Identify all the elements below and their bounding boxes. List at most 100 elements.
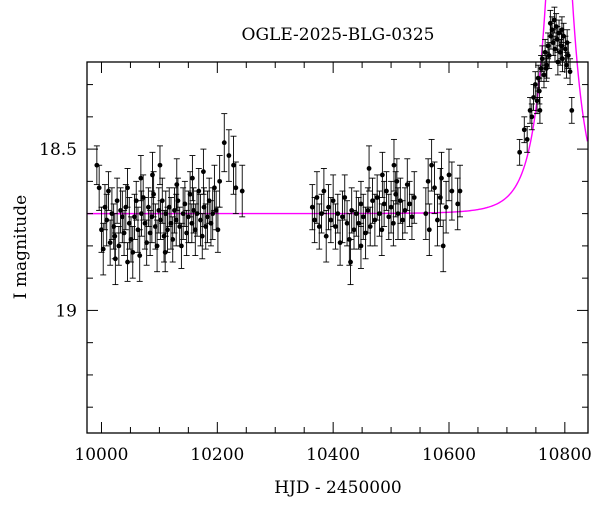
data-point: [429, 162, 435, 168]
data-point: [180, 211, 186, 217]
data-point: [440, 243, 446, 249]
data-point: [217, 178, 223, 184]
data-point: [144, 240, 150, 246]
data-point: [388, 204, 394, 210]
data-point: [545, 43, 551, 49]
data-point: [321, 188, 327, 194]
data-point: [309, 204, 315, 210]
data-point: [203, 224, 209, 229]
data-point: [106, 188, 111, 194]
data-point: [543, 66, 549, 71]
data-point: [564, 62, 569, 68]
data-point: [366, 166, 372, 171]
data-point: [187, 191, 193, 197]
data-point: [157, 162, 163, 168]
data-point: [173, 217, 179, 223]
data-point: [139, 211, 144, 217]
data-point: [119, 214, 125, 220]
data-point: [184, 230, 190, 236]
data-point: [174, 182, 180, 187]
data-point: [168, 220, 174, 226]
data-point: [557, 49, 563, 55]
data-point: [426, 227, 432, 233]
data-point: [152, 224, 158, 229]
data-point: [189, 220, 195, 226]
axis-ticks: 10000102001040010600108001818.519: [39, 62, 592, 465]
data-point: [437, 195, 443, 200]
data-point: [163, 211, 169, 217]
data-point: [394, 178, 400, 184]
data-point: [344, 220, 350, 226]
data-point: [538, 66, 544, 71]
data-point: [326, 204, 331, 210]
data-point: [527, 107, 533, 113]
y-tick-label: 18.5: [39, 140, 77, 160]
data-point: [150, 172, 155, 178]
data-point: [182, 201, 188, 207]
data-point: [125, 185, 130, 191]
data-point: [130, 249, 136, 255]
data-point: [529, 114, 535, 120]
data-point: [524, 137, 530, 142]
x-tick-label: 10200: [190, 445, 244, 465]
data-point: [390, 220, 396, 226]
data-point: [112, 233, 118, 239]
data-point: [379, 227, 385, 233]
data-point: [205, 214, 210, 220]
data-point: [147, 230, 153, 236]
data-point: [541, 72, 547, 78]
data-point: [118, 208, 123, 213]
data-point: [537, 107, 543, 113]
data-point: [563, 46, 568, 52]
data-point: [446, 172, 452, 178]
data-point: [439, 175, 444, 181]
data-point: [177, 224, 183, 229]
data-point: [102, 204, 108, 210]
data-point: [360, 214, 366, 220]
x-tick-label: 10000: [74, 445, 128, 465]
data-point: [133, 198, 139, 204]
data-point: [328, 217, 334, 223]
data-point: [381, 201, 387, 207]
data-point: [142, 220, 148, 226]
data-point: [559, 27, 565, 33]
data-point: [564, 40, 570, 46]
data-point: [449, 188, 455, 194]
data-point: [190, 175, 195, 181]
data-point: [560, 56, 565, 62]
y-axis-label: I magnitude: [11, 195, 31, 299]
x-tick-label: 10600: [422, 445, 476, 465]
data-point: [335, 211, 341, 217]
data-point: [158, 217, 163, 223]
data-point: [547, 20, 553, 26]
data-point: [391, 162, 397, 168]
data-point: [455, 201, 461, 207]
data-point: [231, 162, 236, 168]
data-point: [151, 191, 157, 197]
data-point: [210, 211, 216, 217]
plot-frame: [86, 61, 589, 434]
data-point: [348, 259, 353, 265]
x-tick-label: 10800: [538, 445, 592, 465]
data-point: [323, 233, 329, 239]
data-point: [221, 140, 227, 146]
y-tick-label: 19: [55, 301, 77, 321]
data-point: [532, 82, 538, 87]
data-point: [126, 220, 132, 226]
data-point: [208, 220, 214, 226]
data-point: [365, 208, 371, 213]
plot-content: [87, 0, 589, 286]
data-point: [201, 204, 207, 210]
data-point: [443, 204, 449, 210]
x-axis-label: HJD - 2450000: [274, 478, 402, 498]
data-point: [314, 195, 320, 200]
data-point: [521, 127, 527, 133]
data-point: [333, 224, 338, 229]
data-point: [198, 217, 203, 223]
data-point: [145, 204, 151, 210]
data-point: [384, 188, 389, 194]
data-point: [121, 230, 127, 236]
data-point: [196, 188, 202, 194]
